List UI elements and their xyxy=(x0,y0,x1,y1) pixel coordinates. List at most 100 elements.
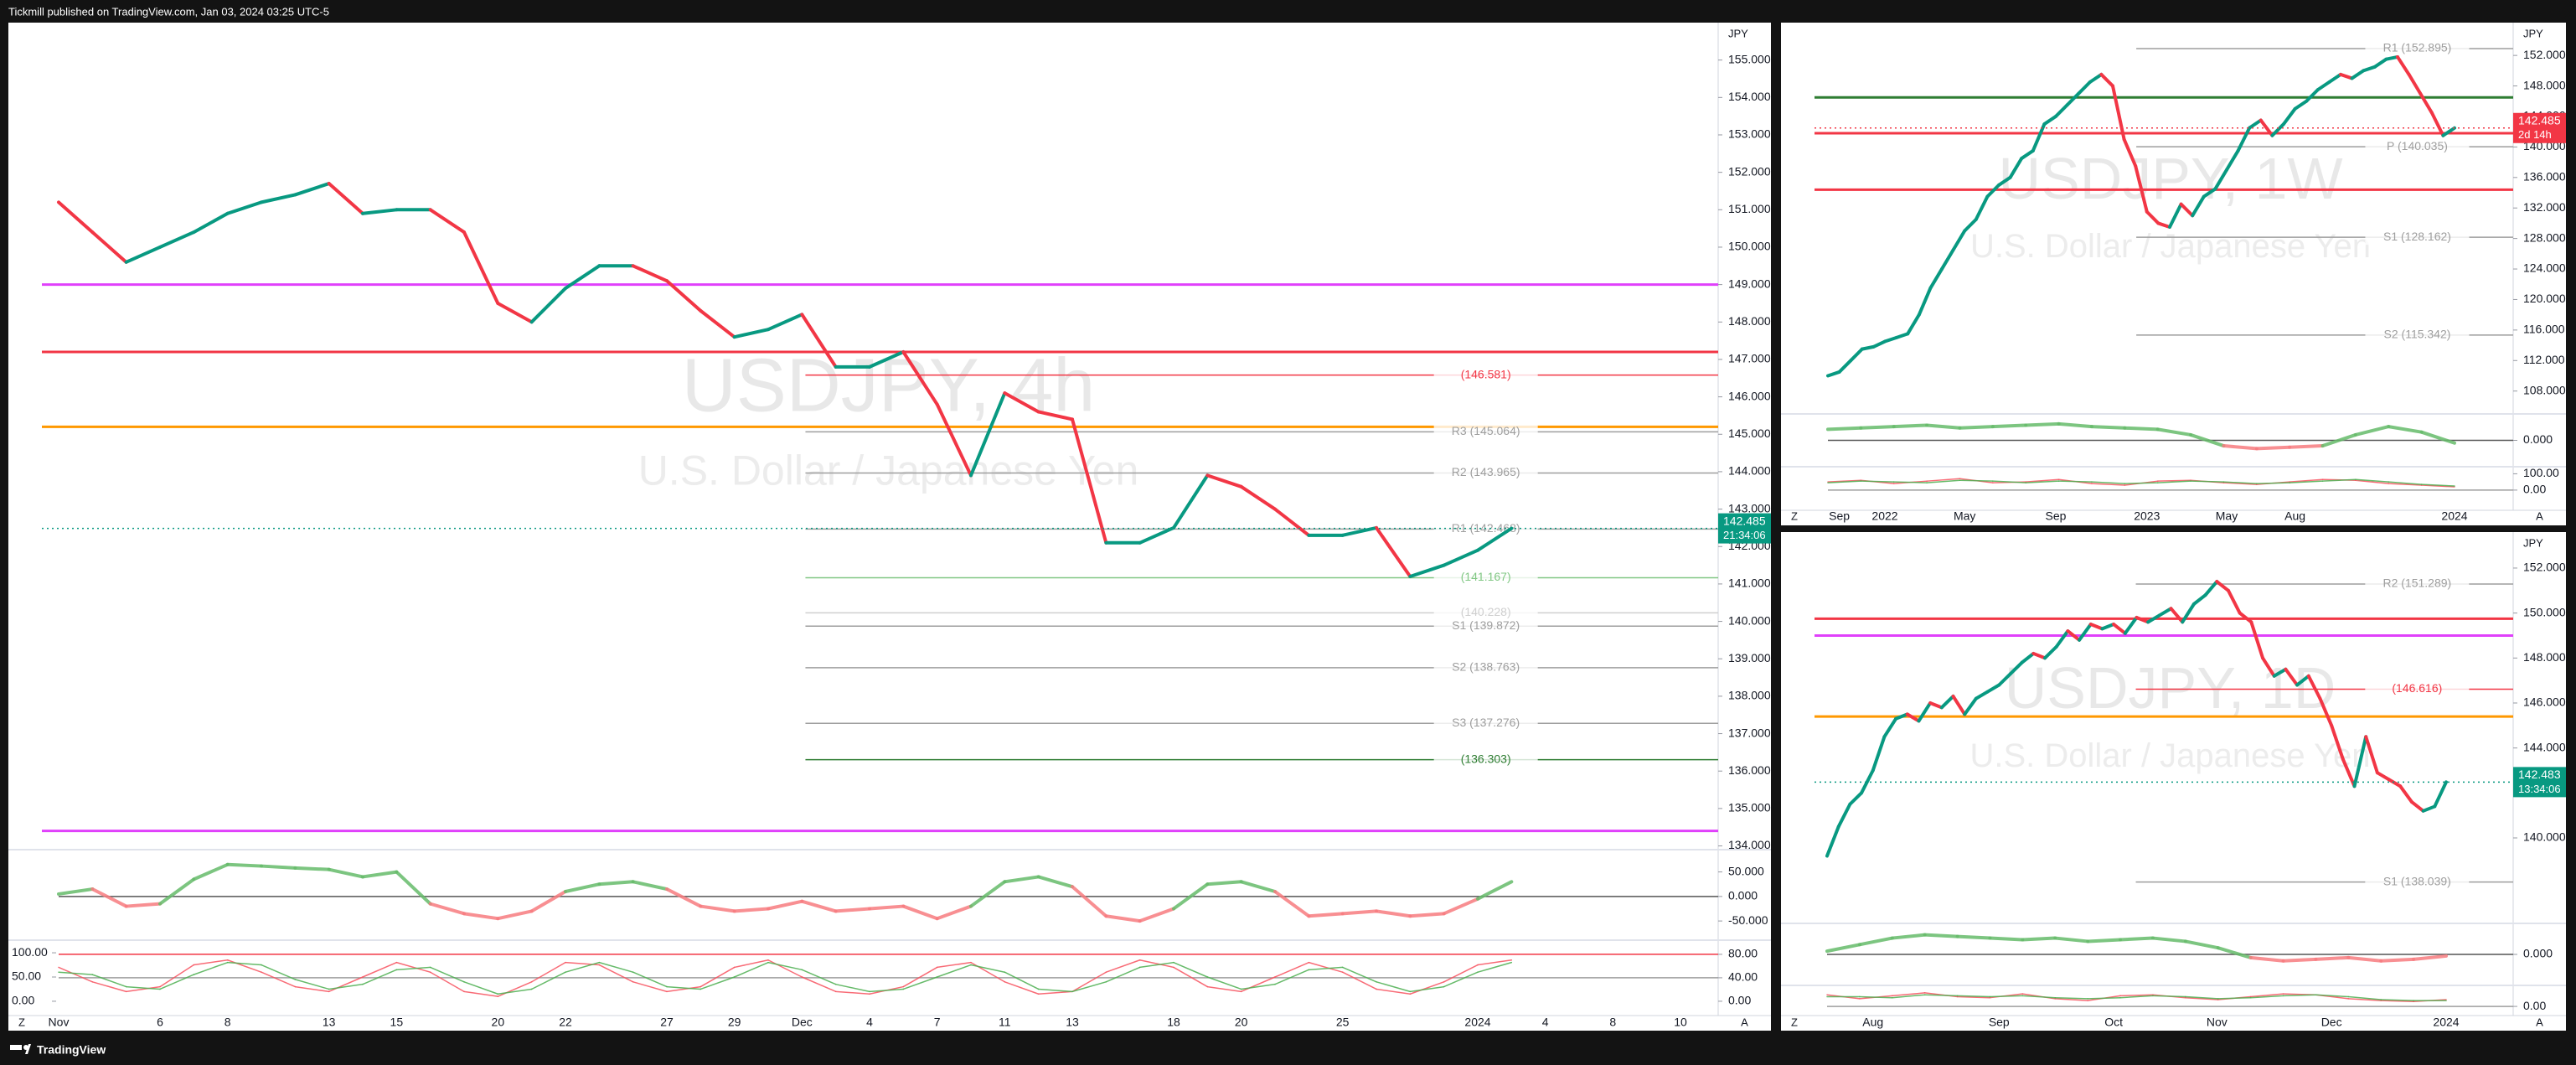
level-label-bg xyxy=(1433,521,1538,537)
price-segment xyxy=(1408,563,1446,578)
price-segment xyxy=(2318,696,2334,727)
price-segment xyxy=(1997,175,2012,187)
indicator-segment xyxy=(1988,936,2025,942)
indicator-segment xyxy=(902,966,938,988)
indicator-segment xyxy=(1956,995,1991,998)
indicator-segment xyxy=(192,862,230,881)
price-segment xyxy=(1917,701,1933,723)
indicator-segment xyxy=(1477,961,1513,973)
price-segment xyxy=(1476,526,1514,552)
countdown-label: 13:34:06 xyxy=(2518,783,2561,795)
indicator-segment xyxy=(2057,480,2093,483)
indicator-segment xyxy=(225,862,263,868)
indicator-segment xyxy=(2314,955,2351,961)
indicator-segment xyxy=(1307,912,1345,918)
scale-button[interactable]: Z xyxy=(18,1016,25,1028)
indicator-segment xyxy=(328,976,364,993)
indicator-segment xyxy=(395,870,432,906)
indicator-segment xyxy=(2025,478,2060,483)
level-label-bg xyxy=(1433,716,1538,732)
x-tick-label: 13 xyxy=(323,1016,336,1029)
price-segment xyxy=(2213,168,2228,191)
price-segment xyxy=(2421,804,2437,813)
scale-button[interactable]: Z xyxy=(1791,509,1798,522)
auto-button[interactable]: A xyxy=(2536,509,2543,522)
auto-button[interactable]: A xyxy=(2536,1016,2543,1028)
x-tick-label: 22 xyxy=(559,1016,572,1029)
x-tick-label: Nov xyxy=(49,1016,70,1029)
y-tick-label: 152.000 xyxy=(2523,48,2566,61)
indicator-segment xyxy=(902,976,938,990)
y-tick-label: 0.00 xyxy=(12,994,34,1007)
price-segment xyxy=(1239,484,1277,511)
indicator-segment xyxy=(294,979,330,990)
price-segment xyxy=(2384,54,2399,61)
price-segment xyxy=(2396,54,2411,76)
x-tick-label: 29 xyxy=(728,1016,741,1029)
price-segment xyxy=(2020,651,2036,664)
y-tick-label: 150.000 xyxy=(1728,240,1771,253)
indicator-segment xyxy=(1859,425,1896,430)
indicator-segment xyxy=(767,959,803,978)
price-segment xyxy=(1905,712,1921,723)
y2-tick-label: 80.00 xyxy=(1728,947,1758,960)
price-segment xyxy=(2066,629,2082,642)
price-segment xyxy=(496,301,534,324)
price-segment xyxy=(2327,72,2342,85)
price-segment xyxy=(1985,183,2000,199)
indicator-segment xyxy=(2185,996,2219,1000)
indicator-segment xyxy=(530,961,566,983)
price-segment xyxy=(1883,335,1898,344)
indicator-segment xyxy=(158,877,196,906)
y-tick-label: 0.000 xyxy=(2523,947,2553,960)
chart-panel: USDJPY, 1D U.S. Dollar / Japanese Yen JPY 1… xyxy=(1781,532,2566,1031)
indicator-segment xyxy=(2024,421,2061,427)
last-price-label: 142.485 xyxy=(2518,113,2561,127)
indicator-segment xyxy=(2353,425,2391,437)
indicator-segment xyxy=(1037,990,1073,995)
price-segment xyxy=(1860,344,1876,351)
indicator-segment xyxy=(1409,985,1445,993)
price-segment xyxy=(2123,615,2139,635)
last-price-label: 142.485 xyxy=(1723,514,1766,527)
indicator-segment xyxy=(261,964,297,980)
indicator-segment xyxy=(1071,971,1107,993)
level-label: S2 (138.763) xyxy=(1452,660,1520,674)
y-tick-label: 132.000 xyxy=(2523,200,2566,214)
indicator-segment xyxy=(2054,998,2088,1001)
indicator-segment xyxy=(2419,430,2456,445)
y-tick-label: 135.000 xyxy=(1728,801,1771,814)
indicator-segment xyxy=(801,976,837,993)
last-price-label: 142.483 xyxy=(2518,768,2561,781)
level-label-bg xyxy=(2365,230,2470,246)
price-segment xyxy=(2202,187,2217,199)
y-tick-label: 150.000 xyxy=(2523,605,2566,618)
scale-button[interactable]: Z xyxy=(1791,1016,1798,1028)
indicator-segment xyxy=(2155,427,2193,437)
indicator-segment xyxy=(1273,890,1311,918)
indicator-segment xyxy=(362,961,398,978)
price-segment xyxy=(1928,701,1944,710)
x-tick-label: Sep xyxy=(2046,509,2067,523)
price-segment xyxy=(2339,72,2354,80)
indicator-segment xyxy=(2248,955,2285,963)
x-tick-label: 8 xyxy=(1609,1016,1616,1029)
price-segment xyxy=(935,402,973,478)
indicator-segment xyxy=(429,971,465,993)
price-segment xyxy=(158,230,196,249)
indicator-segment xyxy=(2087,996,2121,1000)
indicator-segment xyxy=(1826,426,1863,432)
indicator-segment xyxy=(1477,959,1513,966)
price-segment xyxy=(1871,339,1887,349)
auto-button[interactable]: A xyxy=(1741,1016,1748,1028)
panel-background xyxy=(1781,532,2566,1031)
indicator-segment xyxy=(1308,966,1344,971)
indicator-segment xyxy=(1443,971,1479,988)
indicator-segment xyxy=(58,971,94,975)
indicator-segment xyxy=(699,904,736,913)
indicator-segment xyxy=(632,981,668,993)
indicator-segment xyxy=(1989,995,2024,998)
price-segment xyxy=(2419,91,2434,115)
